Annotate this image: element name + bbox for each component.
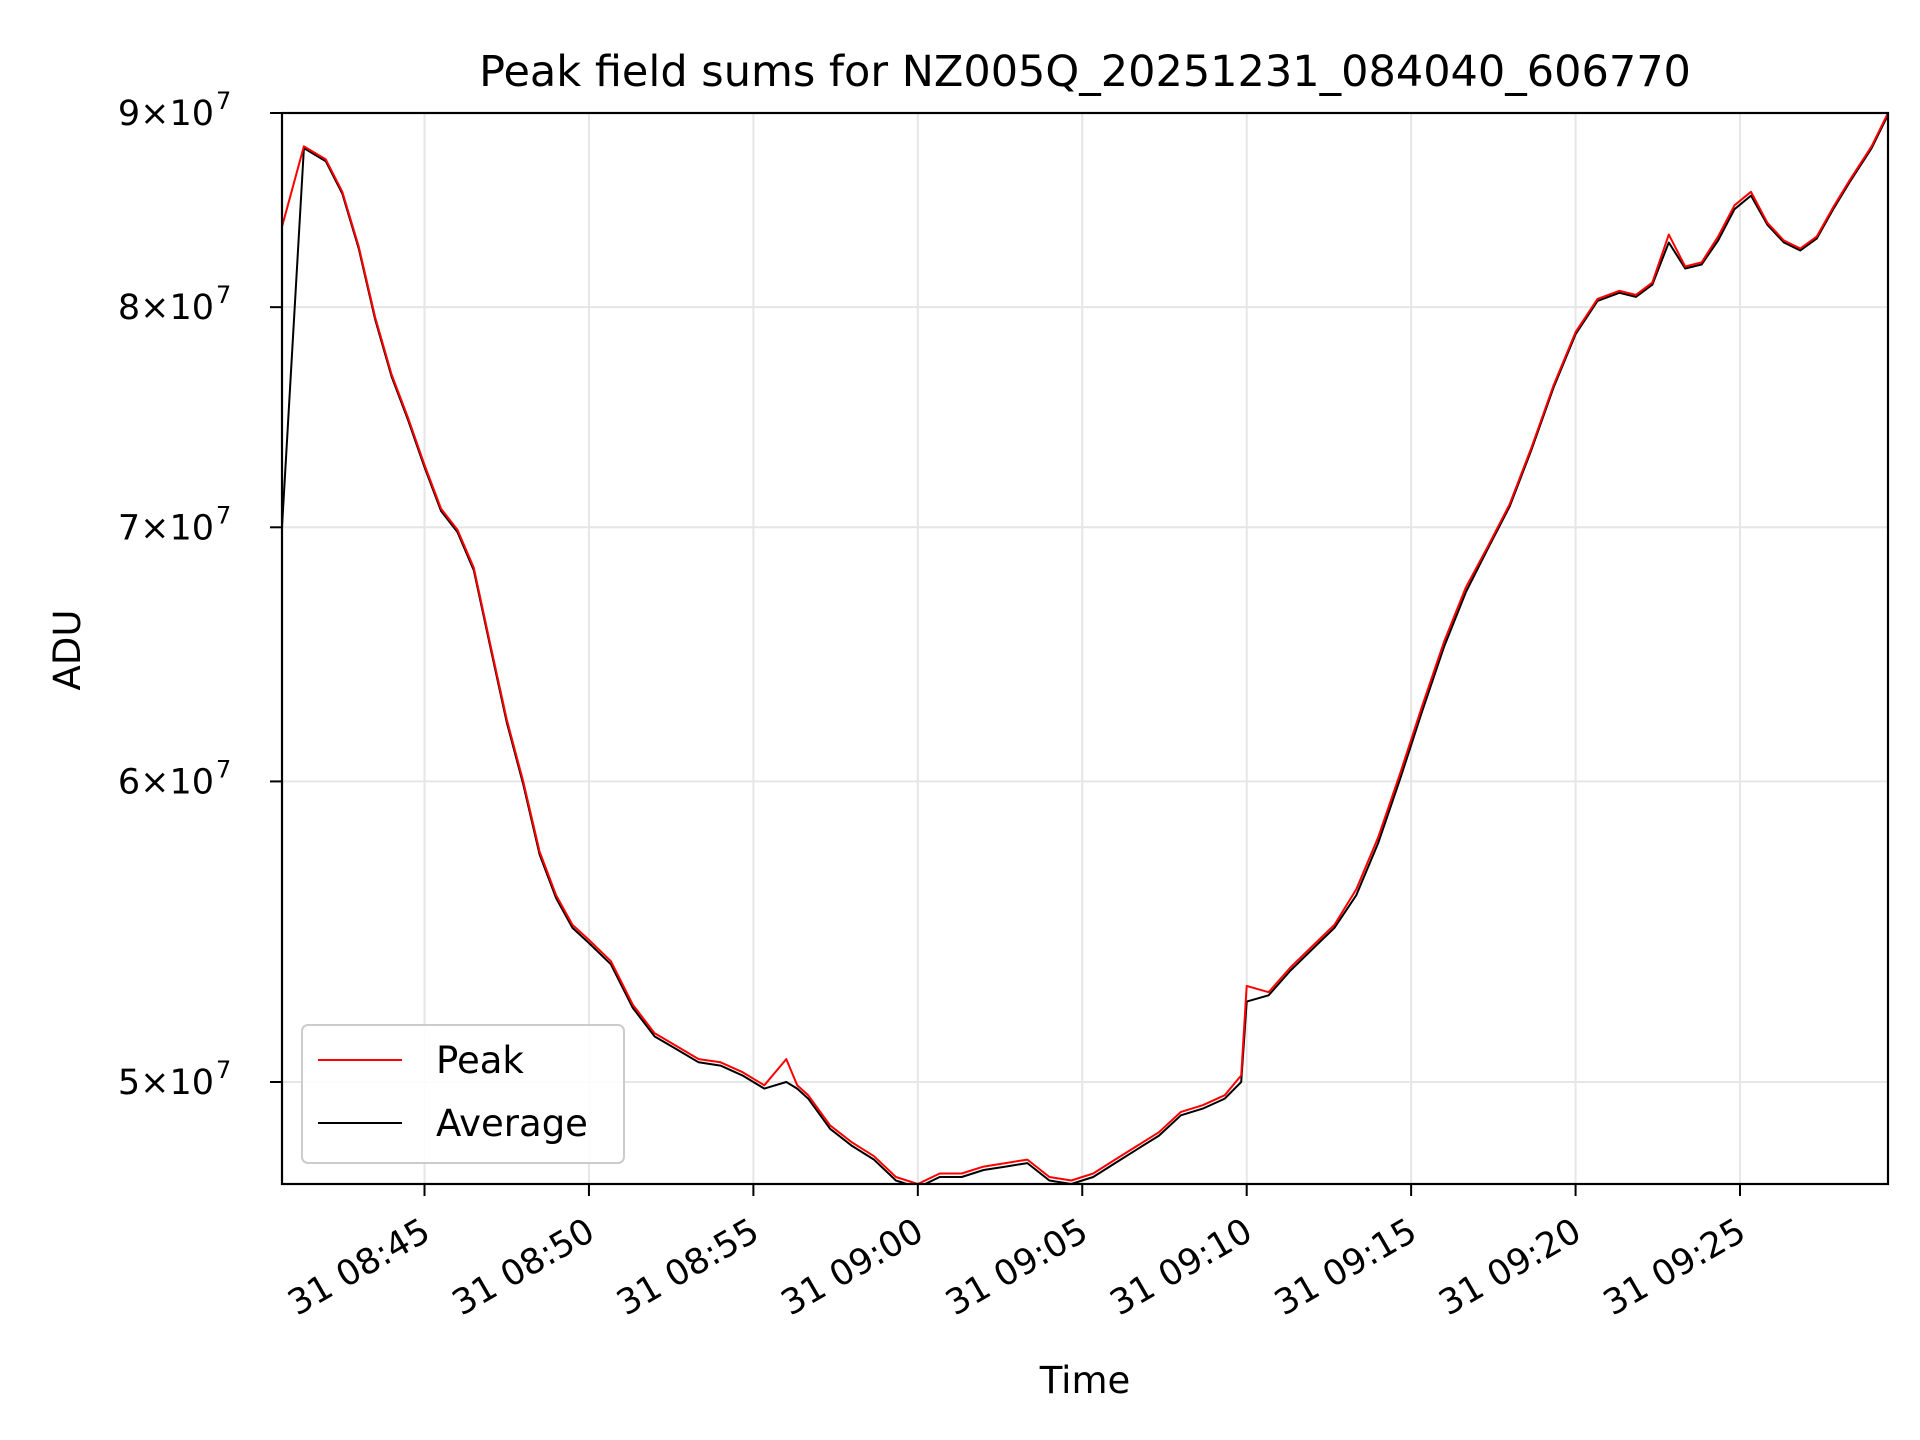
y-tick-label: 8×10 7 [118, 281, 231, 328]
y-tick-exponent: 7 [216, 755, 231, 783]
y-tick-mantissa: 8×10 [118, 288, 214, 328]
y-tick-exponent: 7 [216, 281, 231, 309]
legend-label-peak: Peak [436, 1039, 524, 1082]
y-tick-exponent: 7 [216, 87, 231, 115]
y-tick-exponent: 7 [216, 1056, 231, 1084]
y-tick-mantissa: 5×10 [118, 1063, 214, 1103]
chart-title: Peak field sums for NZ005Q_20251231_0840… [479, 47, 1691, 97]
plot-lines [282, 113, 1888, 1184]
legend-label-average: Average [436, 1102, 588, 1145]
y-axis-label: ADU [46, 610, 89, 691]
y-tick-label: 6×10 7 [118, 755, 231, 802]
y-tick-label: 9×10 7 [118, 87, 231, 134]
y-tick-label: 5×10 7 [118, 1056, 231, 1103]
y-tick-mantissa: 9×10 [118, 94, 214, 134]
y-tick-mantissa: 6×10 [118, 762, 214, 802]
y-tick-mantissa: 7×10 [118, 508, 214, 548]
x-axis-label: Time [1039, 1359, 1131, 1402]
y-axis-ticks: 5×10 76×10 77×10 78×10 79×10 7 [118, 87, 282, 1103]
y-tick-label: 7×10 7 [118, 501, 231, 548]
series-line-peak [282, 113, 1888, 1184]
plot-frame [280, 111, 1890, 1186]
legend: Peak Average [301, 1024, 625, 1164]
y-tick-exponent: 7 [216, 501, 231, 529]
